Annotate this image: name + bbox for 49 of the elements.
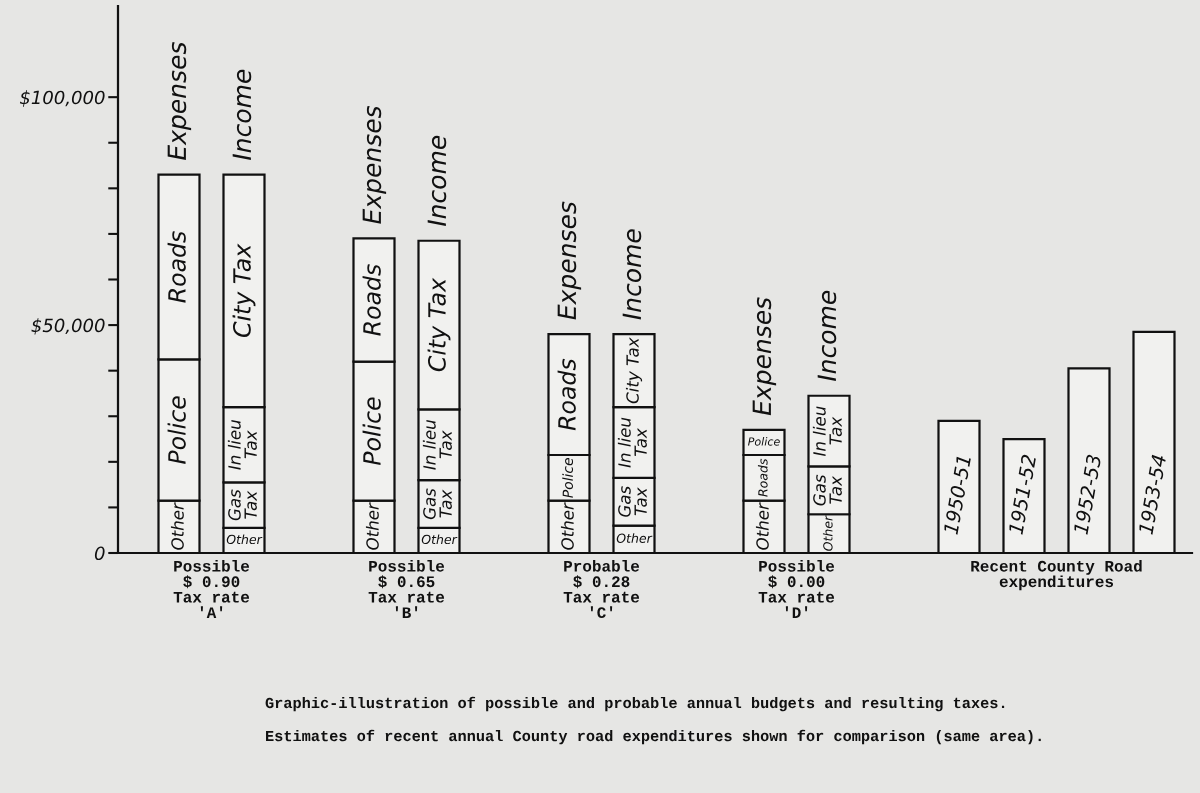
x-tick-label: 1953-54 [1138,454,1167,535]
text: Other [421,534,458,545]
series-label: City Tax [625,337,643,404]
x-tick-label: Expenses [752,297,777,416]
text: Other [365,502,379,550]
text: Possible $ 0.65 Tax rate 'B' [368,559,445,618]
x-tick-label: Income [817,290,837,382]
text: City Tax [232,243,256,337]
series-label: In lieu Tax [227,420,257,470]
text: Possible $ 0.90 Tax rate 'A' [173,559,250,618]
text: Graphic-illustration of possible and probable annual budgets and resulting taxes. [265,696,1005,712]
x-tick-label: Expenses [362,105,387,224]
series-label: Police [562,458,574,498]
text: Gas Tax [423,488,452,520]
series-label: Other [170,502,184,550]
x-tick-label: Expenses [167,42,192,160]
text: Roads [557,358,576,431]
text: In lieu Tax [422,420,452,470]
series-label: Roads [757,458,768,497]
series-label: Gas Tax [618,486,647,517]
y-tick-label: $50,000 [31,318,105,335]
y-tick-label: 0 [94,546,105,561]
text: Police [362,397,381,466]
x-tick-label: Income [232,69,252,160]
text: Recent County Road expenditures [971,559,1142,591]
text: Estimates of recent annual County road expenditures shown for comparison (same area). [266,729,1041,745]
series-label: Police [747,437,780,446]
x-tick-label: Income [427,135,447,227]
text: Other [616,533,653,543]
text: Probable $ 0.28 Tax rate 'C' [563,559,640,619]
x-tick-label: 1952-53 [1073,454,1102,535]
x-tick-label: Income [622,229,642,320]
text: Police [167,396,186,464]
text: Other [755,502,769,550]
text: Gas Tax [813,474,842,506]
text: In lieu Tax [812,406,842,457]
series-label: Other [822,515,833,551]
x-tick-label: 1951-52 [1008,454,1037,535]
text: Roads [362,264,381,336]
text: Other [226,534,263,545]
y-tick-label: $100,000 [19,90,105,107]
text: Possible $ 0.00 Tax rate 'D' [758,559,835,618]
x-tick-label: Expenses [557,201,582,320]
text: Other [560,502,574,550]
text: Gas Tax [228,489,257,521]
text: City Tax [427,277,451,372]
text: Roads [167,231,186,303]
text: In lieu Tax [617,417,647,468]
x-tick-label: 1950-51 [943,456,972,535]
